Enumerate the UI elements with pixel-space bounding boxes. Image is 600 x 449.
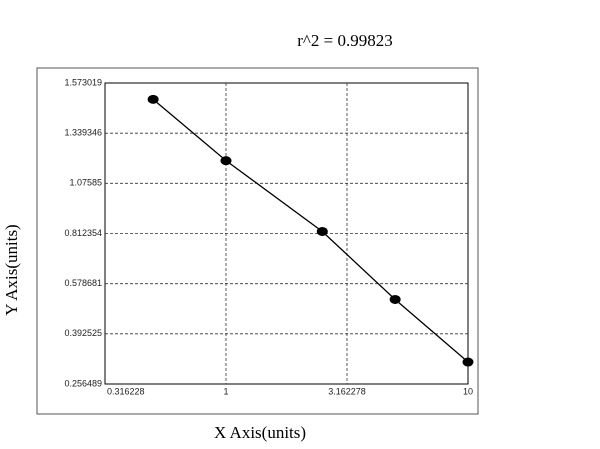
x-tick-label: 10 [463, 386, 473, 396]
point [220, 156, 232, 166]
point [147, 94, 159, 104]
y-tick-label: 1.07585 [69, 178, 102, 188]
y-tick-label: 0.578681 [64, 278, 102, 288]
x-axis-label: X Axis(units) [214, 423, 306, 442]
point [316, 226, 328, 236]
x-tick-label: 1 [223, 386, 228, 396]
y-tick-label: 0.256489 [64, 378, 102, 388]
point [389, 294, 401, 304]
y-axis-label: Y Axis(units) [2, 224, 21, 315]
x-tick-label: 3.162278 [328, 386, 366, 396]
chart-title: r^2 = 0.99823 [297, 31, 392, 50]
y-tick-label: 1.573019 [64, 77, 102, 87]
y-tick-label: 0.392525 [64, 328, 102, 338]
y-tick-label: 1.339346 [64, 128, 102, 138]
y-tick-label: 0.812354 [64, 228, 102, 238]
x-tick-label: 0.316228 [107, 386, 145, 396]
point [462, 357, 474, 367]
